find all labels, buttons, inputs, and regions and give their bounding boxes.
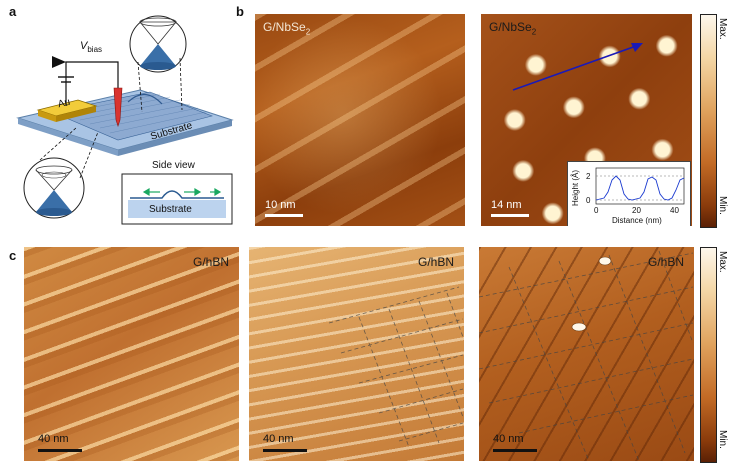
panel-letter-c: c bbox=[9, 248, 17, 263]
panel-letter-b: b bbox=[236, 4, 244, 19]
stm-image-g-nbse2-left: G/NbSe2 10 nm bbox=[255, 14, 465, 226]
stm-image-g-hbn-3: G/hBN 40 nm bbox=[479, 247, 694, 461]
scale-bar bbox=[38, 449, 82, 452]
xtick-20: 20 bbox=[632, 206, 641, 215]
scale-bar bbox=[491, 214, 529, 217]
height-profile-plot: 0 2 0 20 40 Distance (nm) Height (Å) bbox=[571, 167, 685, 225]
graphene-wrinkle bbox=[127, 93, 163, 105]
xtick-40: 40 bbox=[670, 206, 679, 215]
image-label: G/hBN bbox=[192, 255, 229, 269]
stm-image-g-hbn-2: G/hBN 40 nm bbox=[249, 247, 464, 461]
image-label: G/NbSe2 bbox=[489, 20, 537, 37]
au-electrode-side bbox=[56, 106, 96, 122]
colorbar-b bbox=[700, 14, 717, 228]
image-label: G/NbSe2 bbox=[263, 20, 311, 37]
scale-bar-label: 40 nm bbox=[263, 433, 294, 445]
scale-bar bbox=[263, 449, 307, 452]
stm-image-g-hbn-1: G/hBN 40 nm bbox=[24, 247, 239, 461]
vbias-label: Vbias bbox=[80, 40, 103, 55]
colorbar-b-max: Max. bbox=[717, 18, 728, 40]
bias-wire bbox=[65, 61, 119, 106]
side-view-substrate bbox=[128, 200, 226, 218]
inset-xlabel: Distance (nm) bbox=[612, 216, 662, 225]
line-profile-arrow bbox=[512, 43, 643, 91]
colorbar-b-min: Min. bbox=[717, 196, 728, 215]
substrate-edge-side bbox=[118, 120, 232, 156]
image-label: G/hBN bbox=[417, 255, 454, 269]
scale-bar bbox=[493, 449, 537, 452]
substrate-edge-front bbox=[18, 118, 118, 156]
image-label: G/hBN bbox=[647, 255, 684, 269]
scale-bar-label: 10 nm bbox=[265, 199, 296, 211]
ytick-0: 0 bbox=[586, 196, 591, 205]
colorbar-c-max: Max. bbox=[717, 251, 728, 273]
scale-bar bbox=[265, 214, 303, 217]
moire-grid-overlay bbox=[479, 250, 694, 461]
scale-bar-label: 14 nm bbox=[491, 199, 522, 211]
stm-tip bbox=[113, 87, 123, 127]
side-view-flow-arrows bbox=[142, 187, 222, 197]
inset-ylabel: Height (Å) bbox=[571, 170, 580, 206]
xtick-0: 0 bbox=[594, 206, 599, 215]
height-profile-line bbox=[595, 175, 685, 201]
scale-bar-label: 40 nm bbox=[38, 433, 69, 445]
stm-image-g-nbse2-right: G/NbSe2 14 nm 0 2 0 20 40 Distance (nm) … bbox=[481, 14, 692, 226]
schematic-diagram bbox=[16, 15, 234, 225]
colorbar-c bbox=[700, 247, 717, 463]
au-electrode-front bbox=[38, 110, 56, 122]
side-view-graphene bbox=[130, 190, 224, 199]
side-view-substrate-label: Substrate bbox=[149, 204, 192, 215]
height-profile-inset: 0 2 0 20 40 Distance (nm) Height (Å) bbox=[567, 161, 691, 226]
moire-grid-overlay bbox=[328, 286, 464, 448]
colorbar-c-min: Min. bbox=[717, 430, 728, 449]
side-view-title: Side view bbox=[152, 160, 195, 171]
ytick-2: 2 bbox=[586, 172, 591, 181]
scale-bar-label: 40 nm bbox=[493, 433, 524, 445]
panel-letter-a: a bbox=[9, 4, 17, 19]
ground-arrow bbox=[52, 56, 66, 68]
